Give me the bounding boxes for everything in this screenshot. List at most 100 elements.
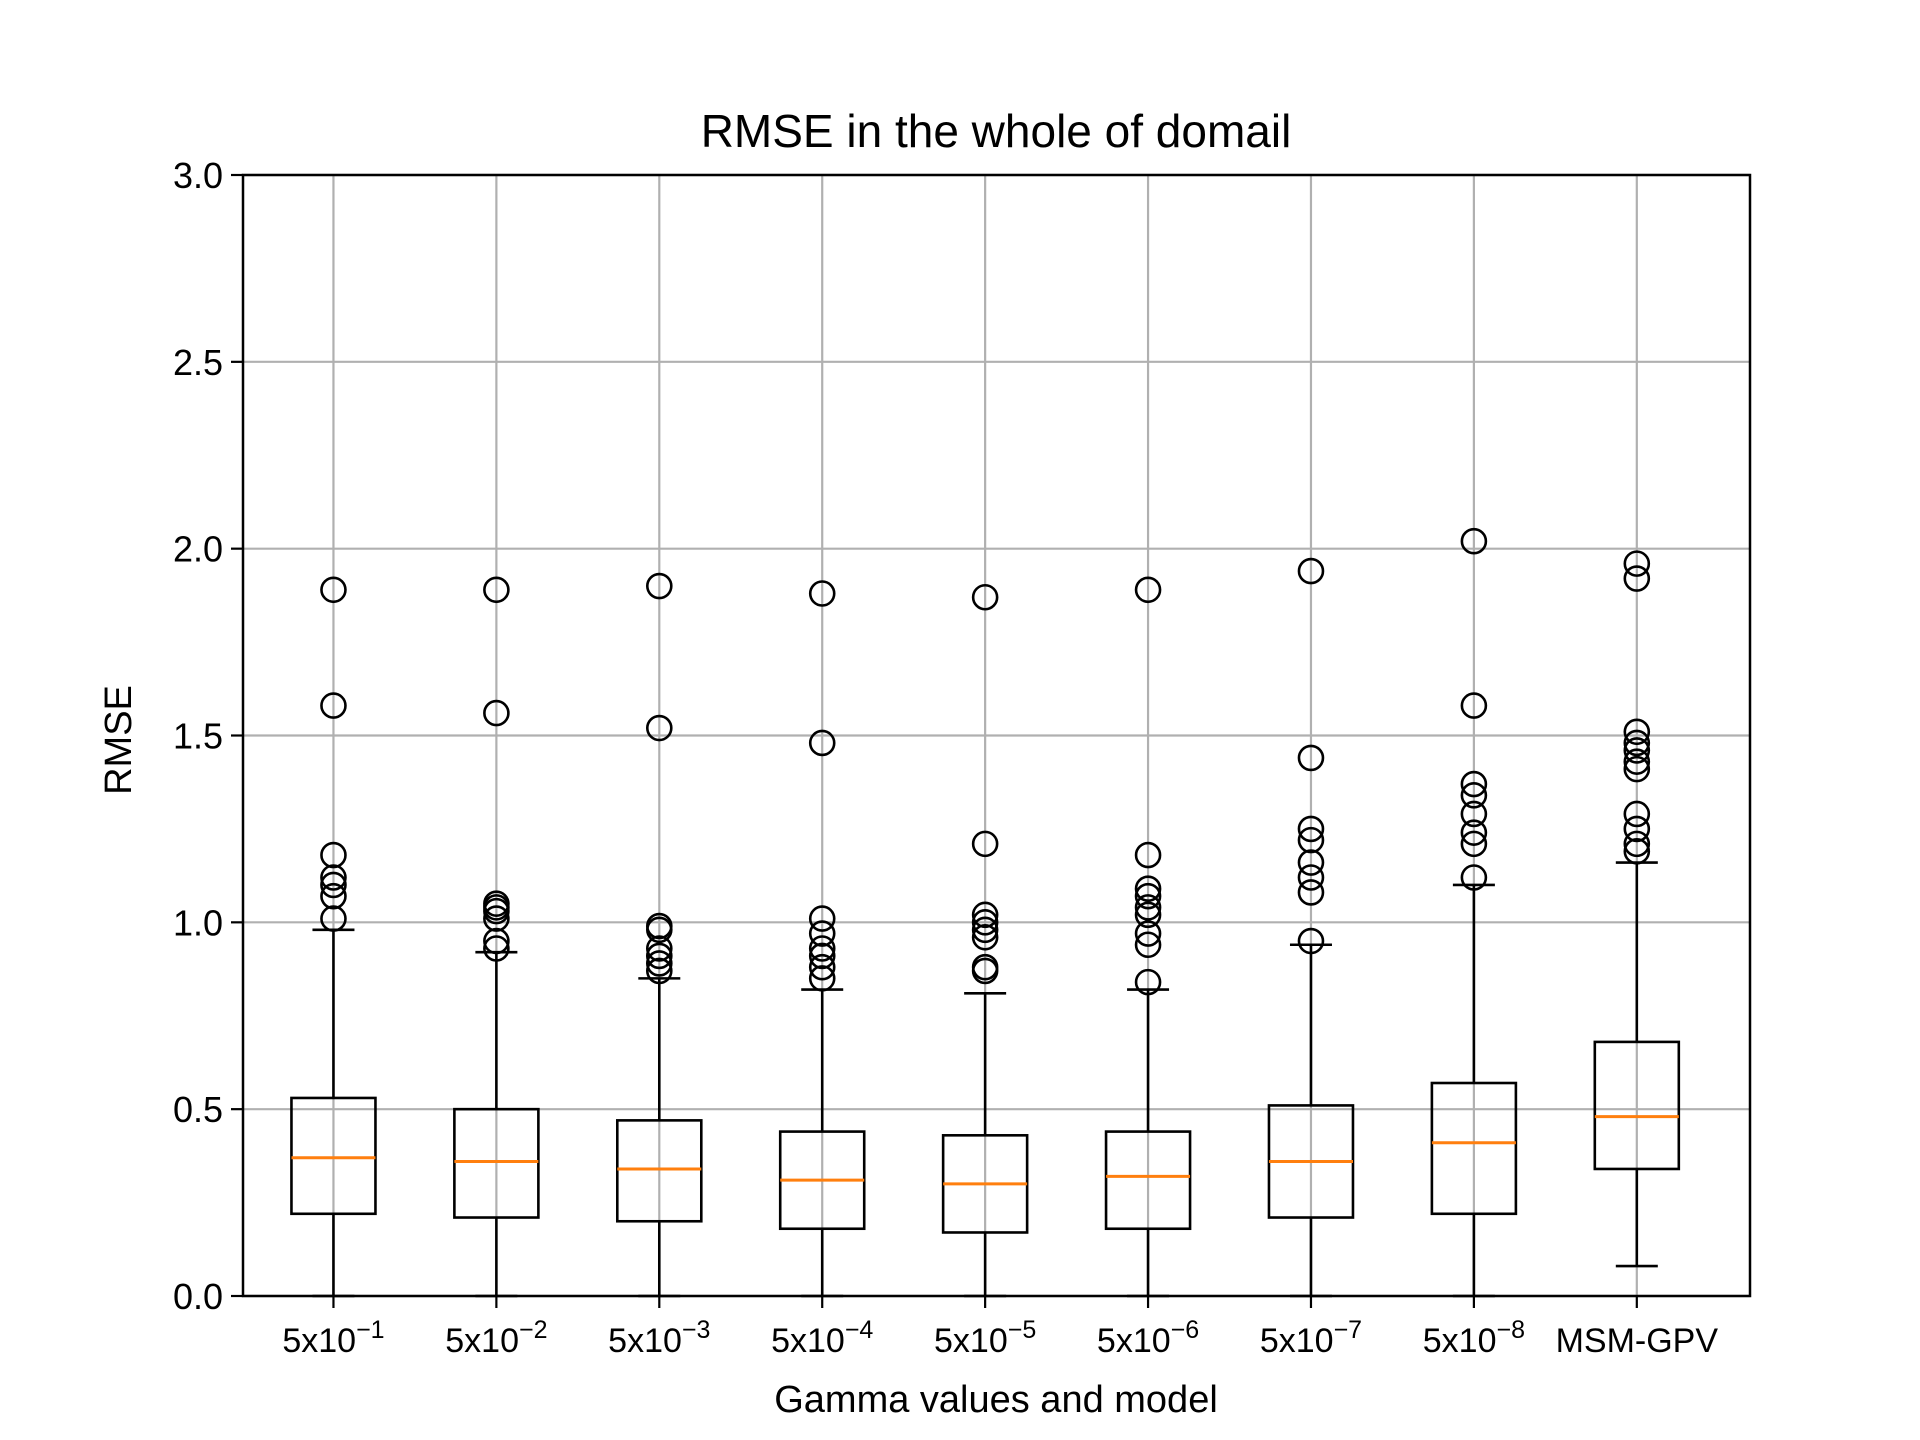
flier-point: [1623, 838, 1651, 865]
flier-point: [1134, 968, 1162, 996]
flier-point: [1134, 841, 1162, 869]
flier-point: [1623, 737, 1651, 764]
flier-point: [483, 935, 510, 962]
flier-point: [320, 576, 347, 604]
y-tick-label: 1.5: [173, 716, 223, 757]
flier-point: [320, 905, 347, 932]
iqr-box: [615, 1119, 703, 1223]
flier-point: [320, 864, 347, 891]
x-tick-label-exponent: −8: [1497, 1316, 1526, 1344]
flier-point: [1460, 800, 1488, 828]
y-tick-label: 0.0: [173, 1276, 223, 1317]
flier-point: [1134, 920, 1162, 947]
x-tick-label: MSM-GPV: [1556, 1322, 1719, 1360]
flier-point: [971, 916, 999, 944]
x-tick-label-exponent: −3: [682, 1316, 711, 1344]
box-group: [453, 576, 540, 1298]
flier-point: [645, 714, 673, 742]
y-tick-label: 2.0: [173, 529, 223, 570]
flier-point: [971, 953, 999, 981]
flier-point: [1134, 901, 1162, 929]
flier-point: [320, 882, 347, 910]
flier-point: [320, 871, 347, 899]
flier-point: [483, 927, 510, 955]
flier-point: [483, 576, 510, 604]
x-tick-label-exponent: −2: [519, 1316, 548, 1344]
box-group: [290, 576, 377, 1298]
flier-point: [1297, 557, 1325, 585]
box-group: [1267, 557, 1355, 1298]
flier-point: [645, 572, 673, 600]
flier-point: [1134, 931, 1162, 959]
flier-point: [1460, 692, 1488, 719]
flier-point: [645, 950, 673, 977]
flier-point: [971, 830, 999, 858]
flier-point: [1297, 826, 1325, 854]
y-tick-label: 0.5: [173, 1089, 223, 1130]
x-tick-label-base: 5x10: [1097, 1322, 1171, 1360]
chart-title: RMSE in the whole of domail: [701, 105, 1292, 157]
flier-point: [808, 965, 836, 992]
x-tick-label-exponent: −7: [1334, 1316, 1363, 1344]
x-tick-label-base: 5x10: [282, 1322, 356, 1360]
flier-point: [1134, 875, 1162, 903]
x-tick-label-exponent: −5: [1008, 1316, 1037, 1344]
x-tick-label: 5x10−1: [282, 1316, 384, 1360]
x-tick-label: 5x10−7: [1260, 1316, 1362, 1360]
flier-point: [971, 583, 999, 611]
x-tick-label-exponent: −1: [356, 1316, 385, 1344]
flier-point: [1623, 748, 1651, 775]
x-axis-label: Gamma values and model: [774, 1379, 1218, 1421]
flier-point: [1460, 527, 1488, 555]
flier-point: [1134, 882, 1162, 910]
x-tick-label: 5x10−3: [608, 1316, 710, 1360]
flier-point: [645, 942, 673, 970]
flier-point: [1297, 744, 1325, 772]
iqr-box: [1104, 1130, 1192, 1231]
box-group: [1593, 550, 1681, 1268]
flier-point: [1623, 815, 1651, 843]
y-tick-label: 3.0: [173, 155, 223, 196]
x-tick-label-exponent: −4: [845, 1316, 874, 1344]
flier-point: [1297, 849, 1325, 876]
flier-point: [1623, 800, 1651, 828]
flier-point: [808, 729, 836, 757]
flier-point: [808, 953, 836, 981]
y-tick-label: 2.5: [173, 342, 223, 383]
y-axis-label: RMSE: [98, 685, 140, 795]
flier-point: [1297, 879, 1325, 906]
iqr-box: [453, 1107, 540, 1219]
box-group: [615, 572, 703, 1298]
flier-point: [1134, 576, 1162, 604]
x-tick-label-base: 5x10: [771, 1322, 845, 1360]
flier-point: [1297, 927, 1325, 955]
iqr-box: [1593, 1040, 1681, 1171]
flier-point: [320, 841, 347, 869]
flier-point: [1623, 565, 1651, 592]
flier-point: [1460, 770, 1488, 798]
flier-point: [971, 901, 999, 929]
iqr-box: [290, 1096, 377, 1216]
flier-point: [645, 912, 673, 940]
grid-layer: [243, 173, 1750, 1298]
box-group: [941, 583, 1029, 1298]
flier-point: [645, 935, 673, 962]
flier-point: [1460, 830, 1488, 858]
flier-point: [808, 920, 836, 947]
x-tick-label-base: MSM-GPV: [1556, 1322, 1719, 1360]
flier-point: [1623, 718, 1651, 746]
x-tick-label-base: 5x10: [445, 1322, 519, 1360]
flier-point: [808, 905, 836, 932]
x-tick-label: 5x10−5: [934, 1316, 1036, 1360]
x-tick-label-base: 5x10: [934, 1322, 1008, 1360]
flier-point: [1623, 729, 1651, 757]
flier-point: [808, 580, 836, 607]
x-tick-label: 5x10−2: [445, 1316, 547, 1360]
x-tick-label-base: 5x10: [1260, 1322, 1334, 1360]
flier-point: [808, 935, 836, 962]
flier-point: [1623, 755, 1651, 783]
flier-point: [1623, 550, 1651, 577]
flier-point: [483, 905, 510, 932]
